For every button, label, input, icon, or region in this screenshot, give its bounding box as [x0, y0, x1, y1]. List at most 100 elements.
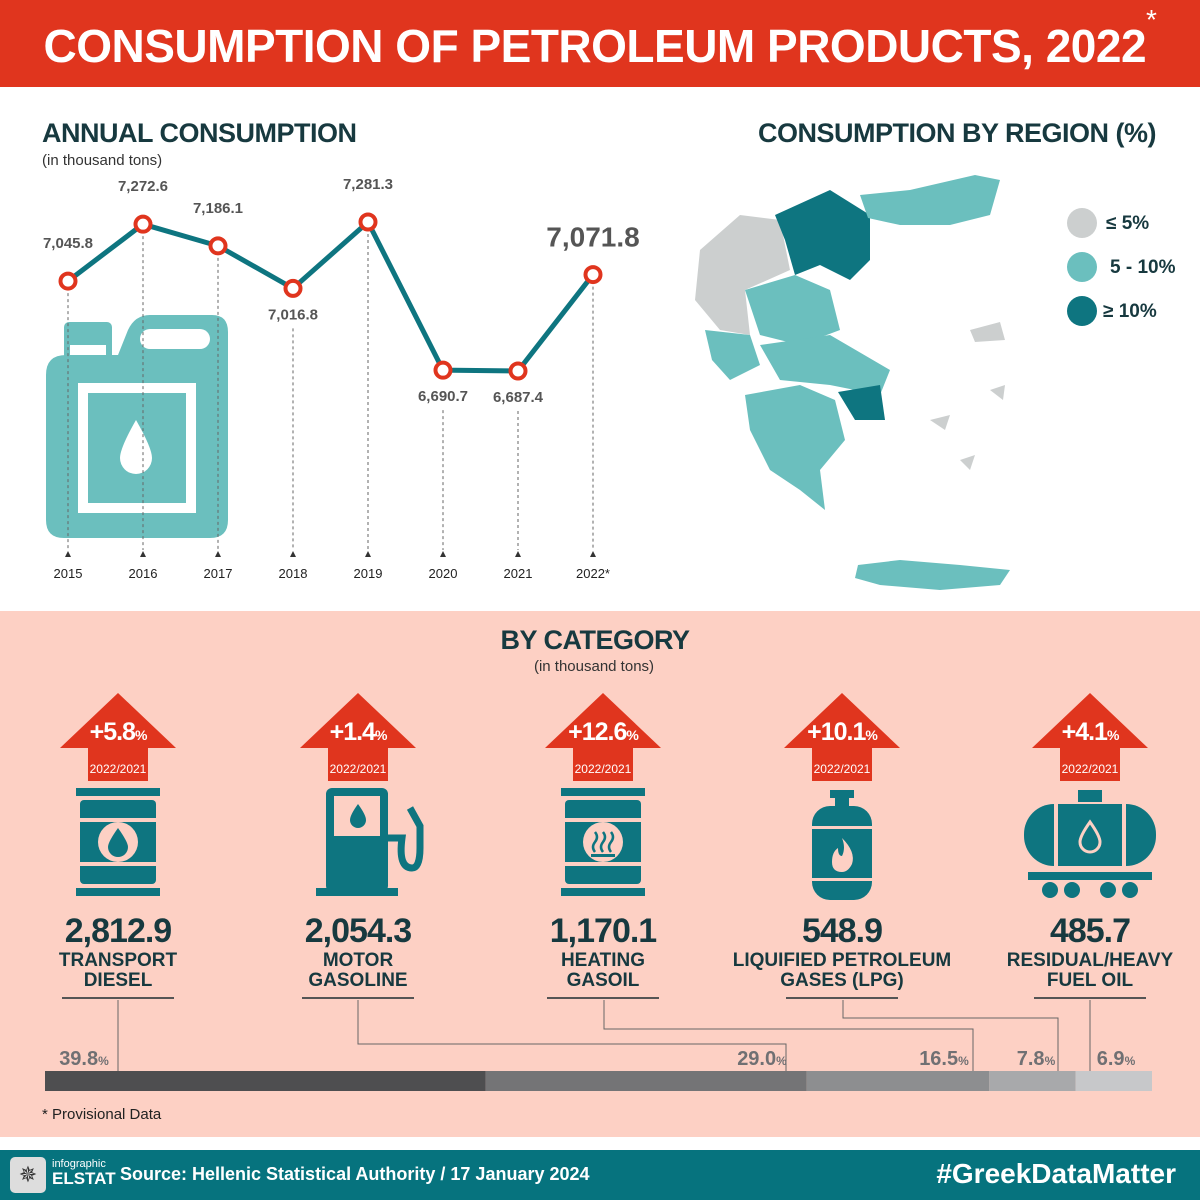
- provisional-note: * Provisional Data: [42, 1106, 162, 1123]
- share-value: 6.9: [1097, 1048, 1125, 1070]
- series-line: [66, 217, 595, 374]
- category-underline: [786, 997, 898, 999]
- data-label: 7,281.3: [343, 176, 393, 193]
- share-label: 7.8%: [1017, 1048, 1056, 1070]
- change-percent: +10.1%: [782, 718, 902, 747]
- annual-line-chart: 2015 2016 2017 2018 2019 2020 2021 2022* 7,045.8…: [43, 176, 640, 581]
- category-underline: [547, 997, 659, 999]
- data-label: 7,071.8: [546, 222, 639, 253]
- region-title: CONSUMPTION BY REGION (%): [758, 118, 1157, 148]
- change-value: +12.6: [568, 718, 627, 746]
- legend-label-high: ≥ 10%: [1103, 301, 1157, 322]
- tick-marker: [215, 551, 221, 557]
- tick-marker: [365, 551, 371, 557]
- title-text: CONSUMPTION OF PETROLEUM PRODUCTS, 2022: [43, 20, 1147, 72]
- category-label-line1: LIQUIFIED PETROLEUM: [732, 950, 952, 971]
- up-arrow-icon: [300, 693, 416, 781]
- category-heating-gasoil: 1,170.1 HEATING GASOIL: [483, 912, 723, 991]
- region-thessaly: [745, 275, 840, 345]
- category-label-line2: GASOLINE: [308, 970, 408, 991]
- data-point: [58, 271, 78, 291]
- data-point: [283, 278, 303, 298]
- pct-sign: %: [134, 727, 147, 743]
- footer: ✵ infographic ELSTAT Source: Hellenic Sta…: [0, 1150, 1200, 1200]
- category-value: 485.7: [1049, 912, 1131, 950]
- share-label: 6.9%: [1097, 1048, 1136, 1070]
- fuel-pump-icon: [316, 788, 424, 896]
- category-label-line2: GASES (LPG): [780, 970, 904, 991]
- share-bar-chart: 39.8% 29.0% 16.5% 7.8% 6.9%: [45, 1000, 1152, 1091]
- heating-barrel-icon: [561, 788, 645, 896]
- x-tick-label: 2022*: [576, 566, 610, 581]
- region-attica: [838, 385, 885, 420]
- pct-sign: %: [98, 1054, 109, 1068]
- logo-top: infographic: [52, 1158, 106, 1170]
- legend-swatch-high: [1067, 296, 1097, 326]
- tick-marker: [440, 551, 446, 557]
- category-subtitle: (in thousand tons): [533, 658, 655, 675]
- tick-marker: [290, 551, 296, 557]
- data-point: [508, 361, 528, 381]
- pct-sign: %: [1045, 1054, 1056, 1068]
- change-percent: +5.8%: [58, 718, 178, 747]
- data-label: 7,016.8: [268, 306, 318, 323]
- category-label-line1: RESIDUAL/HEAVY: [1006, 950, 1174, 971]
- x-tick-label: 2016: [129, 566, 158, 581]
- data-point: [433, 360, 453, 380]
- change-value: +10.1: [807, 718, 866, 746]
- change-value: +4.1: [1061, 718, 1108, 746]
- legend-label-mid: 5 - 10%: [1110, 257, 1176, 278]
- hashtag[interactable]: #GreekDataMatter: [936, 1158, 1176, 1189]
- data-label: 6,687.4: [493, 389, 544, 406]
- connector-line: [603, 1000, 974, 1071]
- region-crete: [855, 560, 1010, 590]
- tick-marker: [515, 551, 521, 557]
- change-period: 2022/2021: [1061, 762, 1119, 776]
- data-label: 6,690.7: [418, 388, 468, 405]
- up-arrow-icon: [1032, 693, 1148, 781]
- pct-sign: %: [1125, 1054, 1136, 1068]
- logo-bottom: ELSTAT: [52, 1169, 116, 1188]
- share-segment: [45, 1071, 486, 1091]
- pct-sign: %: [1106, 727, 1119, 743]
- legend-swatch-low: [1067, 208, 1097, 238]
- pct-sign: %: [958, 1054, 969, 1068]
- page-title: CONSUMPTION OF PETROLEUM PRODUCTS, 2022*: [0, 0, 1200, 87]
- change-value: +1.4: [329, 718, 376, 746]
- pct-sign: %: [776, 1054, 787, 1068]
- greece-region-map: [695, 175, 1010, 590]
- change-percent: +4.1%: [1030, 718, 1150, 747]
- change-percent: +12.6%: [543, 718, 663, 747]
- jerrycan-icon: [46, 315, 228, 538]
- x-tick-label: 2015: [54, 566, 83, 581]
- share-value: 7.8: [1017, 1048, 1045, 1070]
- category-motor-gasoline: 2,054.3 MOTOR GASOLINE: [238, 912, 478, 991]
- gas-cylinder-icon: [812, 790, 872, 900]
- data-label: 7,045.8: [43, 235, 93, 252]
- region-west-macedonia: [695, 215, 790, 335]
- share-value: 39.8: [59, 1048, 98, 1070]
- tanker-wagon-icon: [1024, 790, 1156, 898]
- connector-line: [842, 1000, 1059, 1071]
- category-transport-diesel: 2,812.9 TRANSPORT DIESEL: [0, 912, 238, 991]
- category-title: BY CATEGORY: [500, 625, 690, 655]
- share-value: 16.5: [919, 1048, 958, 1070]
- elstat-logo-text: infographic ELSTAT: [52, 1158, 116, 1188]
- connector-line: [357, 1000, 787, 1071]
- category-label-line2: GASOIL: [566, 970, 640, 991]
- tick-marker: [590, 551, 596, 557]
- up-arrow-icon: [60, 693, 176, 781]
- annual-subtitle: (in thousand tons): [42, 152, 163, 169]
- region-central-greece: [760, 335, 890, 395]
- category-value: 2,812.9: [64, 912, 172, 950]
- tick-marker: [140, 551, 146, 557]
- change-period: 2022/2021: [574, 762, 632, 776]
- share-segment: [806, 1071, 990, 1091]
- category-label-line1: MOTOR: [322, 950, 394, 971]
- oil-barrel-icon: [76, 788, 160, 896]
- change-period: 2022/2021: [329, 762, 387, 776]
- share-segment: [989, 1071, 1076, 1091]
- category-label-line1: TRANSPORT: [58, 950, 178, 971]
- pct-sign: %: [626, 727, 638, 743]
- share-segment: [1075, 1071, 1152, 1091]
